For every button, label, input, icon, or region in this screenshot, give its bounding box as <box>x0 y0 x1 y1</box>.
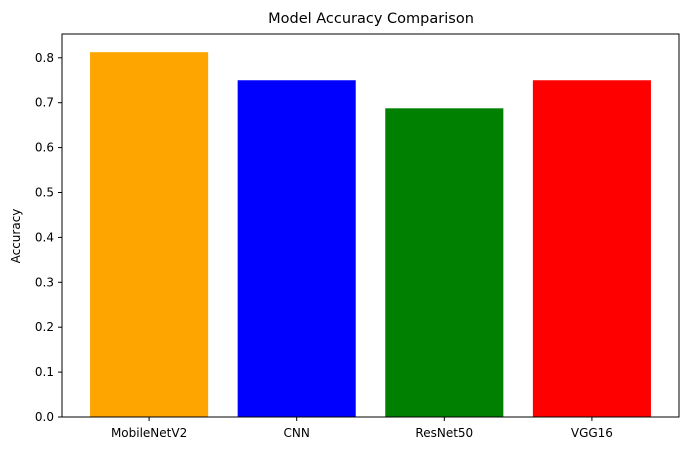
x-tick-label: VGG16 <box>571 426 613 440</box>
bars-group <box>90 52 651 418</box>
x-tick-label: MobileNetV2 <box>111 426 187 440</box>
y-ticks-group: 0.0 0.1 0.2 0.3 0.4 0.5 0.6 0.7 0.8 <box>35 51 62 424</box>
chart-title: Model Accuracy Comparison <box>268 11 474 27</box>
y-tick-label: 0.2 <box>35 320 54 334</box>
y-tick-label: 0.7 <box>35 96 54 110</box>
bar-resnet50 <box>385 108 504 417</box>
bar-vgg16 <box>532 80 651 417</box>
axes-group <box>61 33 680 418</box>
axes-frame <box>61 33 680 418</box>
y-tick-label: 0.6 <box>35 141 54 155</box>
y-tick-label: 0.0 <box>35 410 54 424</box>
y-tick-label: 0.4 <box>35 230 54 244</box>
bar-mobilenetv2 <box>90 52 209 418</box>
x-ticks-group: MobileNetV2 CNN ResNet50 VGG16 <box>111 417 613 440</box>
y-tick-label: 0.5 <box>35 185 54 199</box>
y-tick-label: 0.1 <box>35 365 54 379</box>
y-tick-label: 0.8 <box>35 51 54 65</box>
bar-cnn <box>237 80 356 417</box>
x-tick-label: ResNet50 <box>415 426 473 440</box>
y-tick-label: 0.3 <box>35 275 54 289</box>
x-tick-label: CNN <box>284 426 310 440</box>
y-axis-label: Accuracy <box>9 209 23 264</box>
